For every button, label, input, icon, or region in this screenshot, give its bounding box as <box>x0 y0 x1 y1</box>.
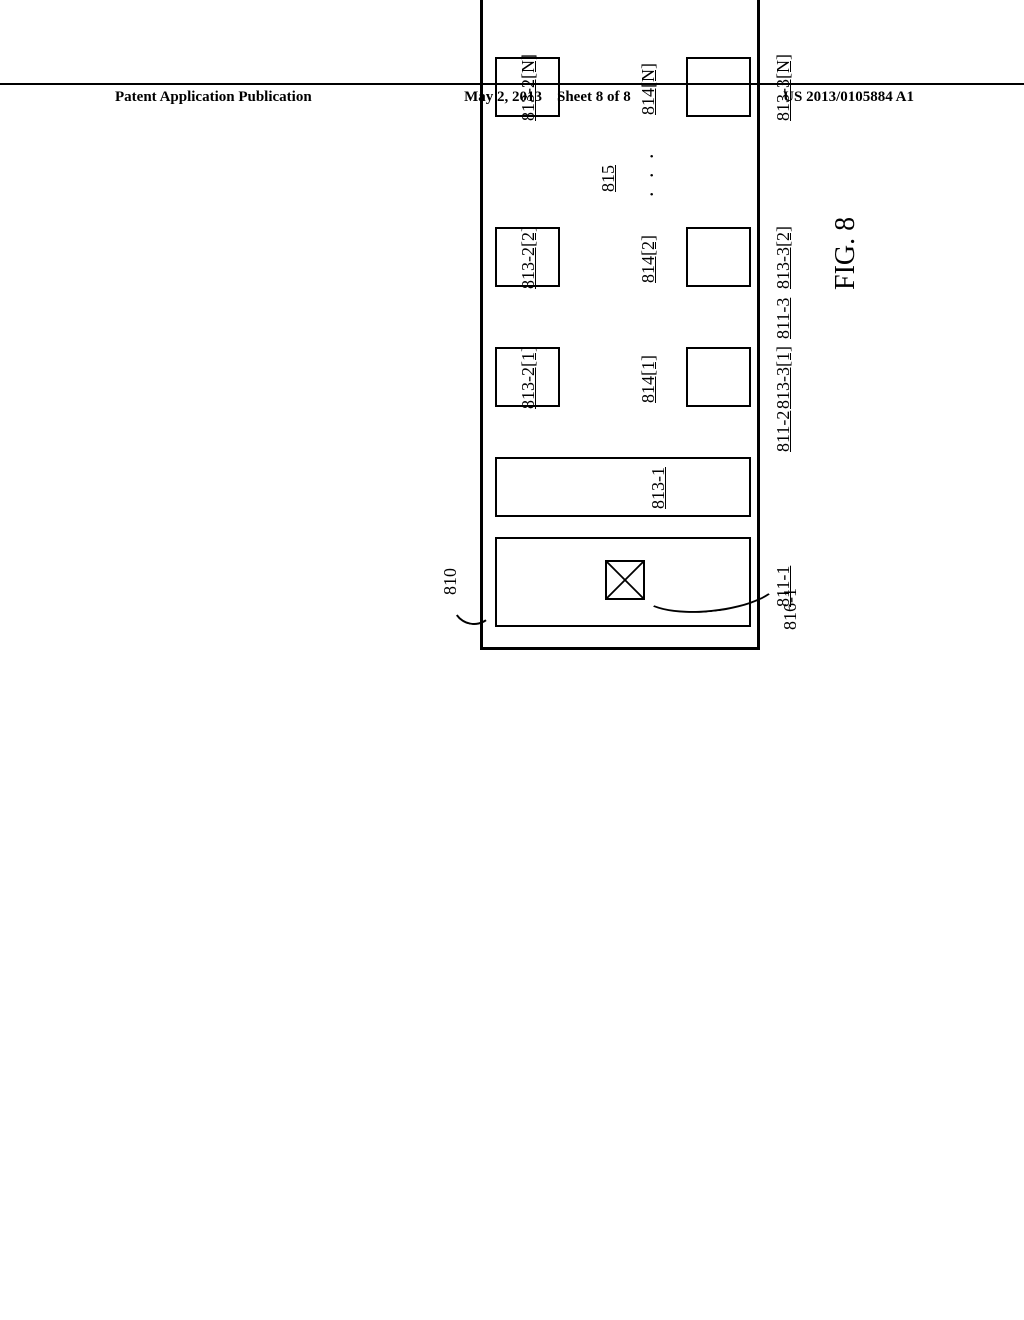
label-814-N: 814[N] <box>638 63 659 115</box>
col-813-3-2 <box>686 227 751 287</box>
label-813-1: 813-1 <box>648 467 669 509</box>
label-813-2-N: 813-2[N] <box>518 54 539 121</box>
header-left: Patent Application Publication <box>115 89 312 106</box>
ellipsis-dots: . . . <box>633 150 659 198</box>
label-814-2: 814[2] <box>638 235 659 283</box>
label-814-1: 814[1] <box>638 355 659 403</box>
label-815: 815 <box>598 165 619 192</box>
contact-816-1 <box>605 560 645 600</box>
label-813-2-2: 813-2[2] <box>518 226 539 289</box>
label-811-3: 811-3 <box>773 298 794 339</box>
figure-8-diagram: 800 810 810 811-1 813-1 813-2[1] 814[1] … <box>480 0 880 650</box>
label-813-2-1: 813-2[1] <box>518 346 539 409</box>
contact-x-icon <box>607 562 643 598</box>
figure-caption: FIG. 8 <box>830 217 862 290</box>
label-811-2: 811-2 <box>773 411 794 452</box>
col-813-3-1 <box>686 347 751 407</box>
col-813-1 <box>495 457 751 517</box>
label-813-3-1: 813-3[1] <box>773 346 794 409</box>
label-813-3-2: 813-3[2] <box>773 226 794 289</box>
col-813-3-N <box>686 57 751 117</box>
label-813-3-N: 813-3[N] <box>773 54 794 121</box>
label-816-1: 816-1 <box>780 588 801 630</box>
outer-box: 811-1 813-1 813-2[1] 814[1] 813-3[1] 813… <box>480 0 760 650</box>
